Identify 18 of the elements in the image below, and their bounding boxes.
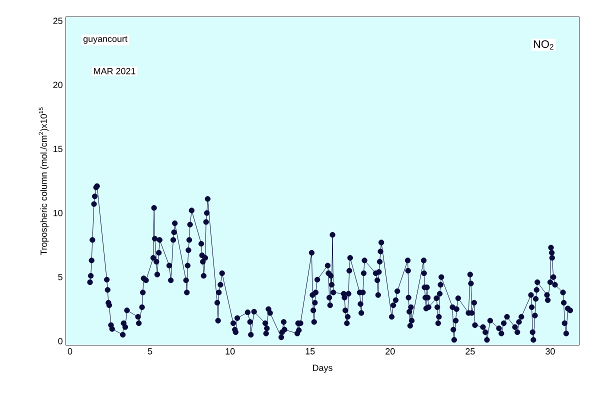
annotation: MAR 2021 [94,68,136,74]
x-tick-label: 5 [148,348,152,354]
x-tick-label: 20 [386,348,395,355]
x-tick-label: 10 [226,348,235,355]
x-tick-label: 0 [68,348,72,355]
y-tick-label: 15 [54,146,62,152]
y-tick-label: 5 [58,274,62,280]
y-axis-title: Tropospheric column (mol./cm$^{2}$)x10$^{15}$ [38,107,49,256]
y-tick-label: 10 [54,210,62,216]
annotation: NO$_{2}$ [534,40,554,50]
y-tick-label: 0 [58,338,62,344]
x-tick-label: 25 [466,348,475,355]
x-axis-title: Days [313,364,332,373]
y-tick-label: 25 [53,18,62,24]
x-tick-label: 15 [306,348,315,354]
annotation: guyancourt [83,36,128,44]
x-tick-label: 30 [546,348,555,355]
y-tick-label: 20 [53,82,62,88]
